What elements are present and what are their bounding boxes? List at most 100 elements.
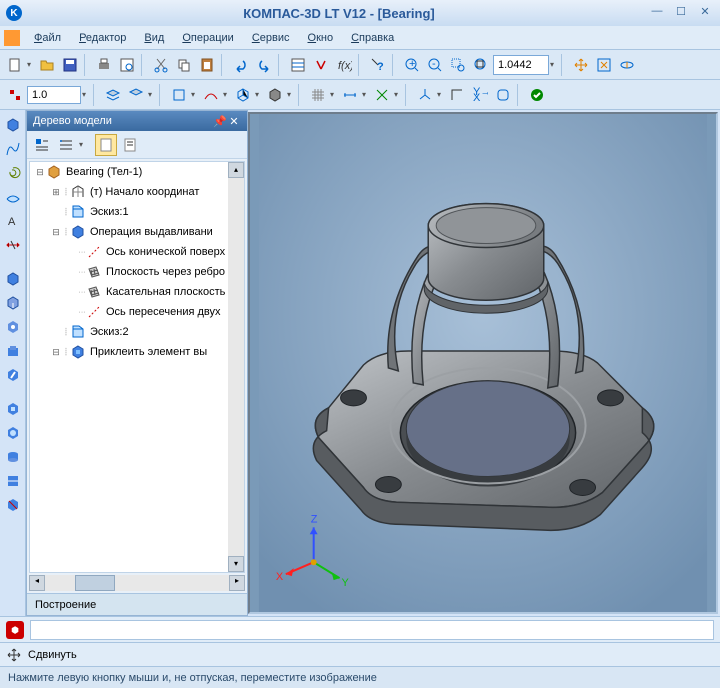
cut1-icon[interactable] xyxy=(2,398,24,420)
zoom-out-button[interactable]: - xyxy=(424,54,446,76)
op3-icon[interactable] xyxy=(2,316,24,338)
maximize-button[interactable]: ☐ xyxy=(672,5,690,21)
menu-operations[interactable]: Операции xyxy=(174,29,241,47)
cut5-icon[interactable] xyxy=(2,494,24,516)
tree-mode2-button[interactable] xyxy=(55,134,77,156)
cut-button[interactable] xyxy=(150,54,172,76)
tree-hscroll[interactable]: ◂ ▸ xyxy=(29,575,245,591)
fit-button[interactable] xyxy=(593,54,615,76)
svg-text:X: X xyxy=(276,571,284,583)
tree-item[interactable]: ···Плоскость через ребро xyxy=(30,262,244,282)
stop-button[interactable]: ⬢ xyxy=(6,621,24,639)
redo-button[interactable] xyxy=(253,54,275,76)
op2-icon[interactable] xyxy=(2,292,24,314)
print-button[interactable] xyxy=(93,54,115,76)
variables-button[interactable] xyxy=(310,54,332,76)
width-input[interactable] xyxy=(27,86,81,104)
iso-button[interactable] xyxy=(232,84,254,106)
ortho-button[interactable] xyxy=(446,84,468,106)
model-tree[interactable]: ⊟ Bearing (Тел-1) ⊞┊(т) Начало координат… xyxy=(29,161,245,573)
width-dropdown[interactable]: ▾ xyxy=(82,90,90,99)
copy-button[interactable] xyxy=(173,54,195,76)
document-icon xyxy=(4,30,20,46)
tree-item[interactable]: ···Касательная плоскость xyxy=(30,282,244,302)
grid-button[interactable] xyxy=(307,84,329,106)
zoom-dropdown[interactable]: ▾ xyxy=(550,60,558,69)
menubar: Файл Редактор Вид Операции Сервис Окно С… xyxy=(0,26,720,50)
yx-button[interactable]: Y→X xyxy=(469,84,491,106)
panel-tab[interactable]: Построение xyxy=(27,593,247,615)
op1-icon[interactable] xyxy=(2,268,24,290)
properties-button[interactable] xyxy=(287,54,309,76)
menu-editor[interactable]: Редактор xyxy=(71,29,134,47)
new-dropdown[interactable]: ▾ xyxy=(27,60,35,69)
help-button[interactable]: ? xyxy=(367,54,389,76)
pan-button[interactable] xyxy=(570,54,592,76)
tree-item[interactable]: ⊟┊Операция выдавливани xyxy=(30,222,244,242)
fx-button[interactable]: f(x) xyxy=(333,54,355,76)
spiral-icon[interactable] xyxy=(2,162,24,184)
mode-label: Сдвинуть xyxy=(28,649,77,661)
constraint-button[interactable] xyxy=(371,84,393,106)
menu-window[interactable]: Окно xyxy=(300,29,342,47)
toolbar-main: ▾ f(x) ? + - ▾ xyxy=(0,50,720,80)
tree-item[interactable]: ⊟┊Приклеить элемент вы xyxy=(30,342,244,362)
zoom-window-button[interactable] xyxy=(447,54,469,76)
status-text: Нажмите левую кнопку мыши и, не отпуская… xyxy=(8,672,377,684)
zoom-input[interactable] xyxy=(493,55,549,75)
panel-pin-button[interactable]: 📌 xyxy=(213,115,227,128)
undo-button[interactable] xyxy=(230,54,252,76)
open-button[interactable] xyxy=(36,54,58,76)
close-button[interactable]: ✕ xyxy=(696,5,714,21)
tree-item[interactable]: ⊞┊(т) Начало координат xyxy=(30,182,244,202)
viewport-3d[interactable]: Z X Y xyxy=(248,112,718,614)
move-icon xyxy=(6,647,22,663)
tree-vscroll[interactable]: ▴ ▾ xyxy=(228,162,244,572)
message-box[interactable] xyxy=(30,620,714,640)
shade-button[interactable] xyxy=(264,84,286,106)
tree-item[interactable]: ···Ось конической поверх xyxy=(30,242,244,262)
tree-item[interactable]: ···Ось пересечения двух xyxy=(30,302,244,322)
ok-button[interactable] xyxy=(526,84,548,106)
menu-file[interactable]: Файл xyxy=(26,29,69,47)
cut3-icon[interactable] xyxy=(2,446,24,468)
tree-item[interactable]: ┊Эскиз:2 xyxy=(30,322,244,342)
paste-button[interactable] xyxy=(196,54,218,76)
panel-close-button[interactable]: ✕ xyxy=(227,115,241,128)
minimize-button[interactable]: — xyxy=(648,5,666,21)
save-button[interactable] xyxy=(59,54,81,76)
curve-button[interactable] xyxy=(200,84,222,106)
dim-button[interactable] xyxy=(339,84,361,106)
xyz-button[interactable] xyxy=(414,84,436,106)
snap-button[interactable] xyxy=(4,84,26,106)
preview-button[interactable] xyxy=(116,54,138,76)
cut4-icon[interactable] xyxy=(2,470,24,492)
menu-help[interactable]: Справка xyxy=(343,29,402,47)
panel-header[interactable]: Дерево модели 📌 ✕ xyxy=(27,111,247,131)
rotate-button[interactable] xyxy=(616,54,638,76)
round-button[interactable] xyxy=(492,84,514,106)
zoom-all-button[interactable] xyxy=(470,54,492,76)
statusbar: Нажмите левую кнопку мыши и, не отпуская… xyxy=(0,666,720,688)
menu-view[interactable]: Вид xyxy=(136,29,172,47)
cut2-icon[interactable] xyxy=(2,422,24,444)
tree-root[interactable]: ⊟ Bearing (Тел-1) xyxy=(30,162,244,182)
tree-mode1-button[interactable] xyxy=(31,134,53,156)
layer-mgr-button[interactable] xyxy=(125,84,147,106)
zoom-in-button[interactable]: + xyxy=(401,54,423,76)
cube-icon[interactable] xyxy=(2,114,24,136)
tree-mode3-button[interactable] xyxy=(95,134,117,156)
geom-button[interactable] xyxy=(168,84,190,106)
axis-icon[interactable] xyxy=(2,234,24,256)
titlebar: K КОМПАС-3D LT V12 - [Bearing] — ☐ ✕ xyxy=(0,0,720,26)
annotation-icon[interactable]: A xyxy=(2,210,24,232)
op5-icon[interactable] xyxy=(2,364,24,386)
tree-mode4-button[interactable] xyxy=(119,134,141,156)
surface-icon[interactable] xyxy=(2,186,24,208)
menu-service[interactable]: Сервис xyxy=(244,29,298,47)
layers-button[interactable] xyxy=(102,84,124,106)
new-button[interactable] xyxy=(4,54,26,76)
tree-item[interactable]: ┊Эскиз:1 xyxy=(30,202,244,222)
curve-icon[interactable] xyxy=(2,138,24,160)
op4-icon[interactable] xyxy=(2,340,24,362)
